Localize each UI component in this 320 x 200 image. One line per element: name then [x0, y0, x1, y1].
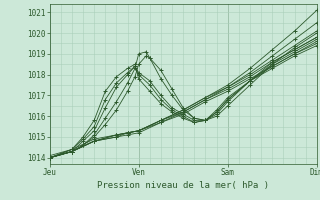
X-axis label: Pression niveau de la mer( hPa ): Pression niveau de la mer( hPa ) [97, 181, 269, 190]
